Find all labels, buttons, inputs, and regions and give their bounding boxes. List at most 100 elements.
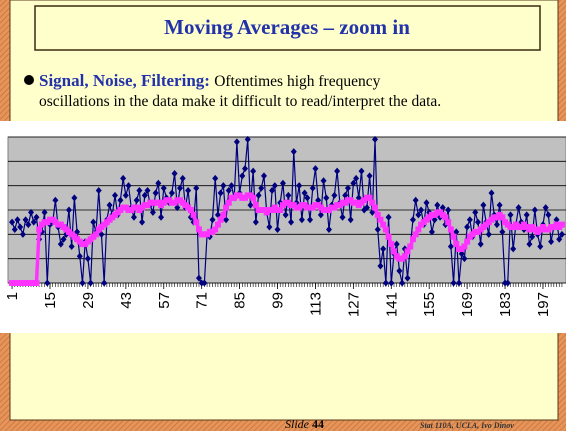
square-marker <box>464 238 471 245</box>
diamond-marker <box>242 165 249 173</box>
diamond-marker <box>428 228 435 236</box>
diamond-marker <box>41 208 48 216</box>
square-marker <box>382 226 389 233</box>
x-tick-label: 155 <box>421 292 438 317</box>
diamond-marker <box>355 194 362 202</box>
diamond-marker <box>122 191 129 199</box>
diamond-marker <box>120 174 127 182</box>
diamond-marker <box>456 279 463 287</box>
bullet-text-line-2: oscillations in the data make it difficu… <box>39 93 441 110</box>
diamond-marker <box>515 204 522 212</box>
diamond-marker <box>369 208 376 216</box>
diamond-marker <box>228 182 235 190</box>
slide-number-line: Slide 44 <box>285 417 324 431</box>
title-box <box>34 5 541 51</box>
x-tick-label: 197 <box>535 292 552 317</box>
diamond-marker <box>412 196 419 204</box>
x-tick-label: 169 <box>459 292 476 317</box>
diamond-marker <box>531 206 538 214</box>
diamond-marker <box>315 196 322 204</box>
diamond-marker <box>217 189 224 197</box>
diamond-marker <box>548 238 555 246</box>
diamond-marker <box>556 235 563 243</box>
diamond-marker <box>320 177 327 185</box>
diamond-marker <box>472 208 479 216</box>
diamond-marker <box>312 165 319 173</box>
diamond-marker <box>458 250 465 258</box>
diamond-marker <box>331 191 338 199</box>
diamond-marker <box>117 196 124 204</box>
diamond-marker <box>179 174 186 182</box>
diamond-marker <box>323 194 330 202</box>
square-marker <box>447 226 454 233</box>
square-marker <box>401 253 408 260</box>
square-marker <box>450 233 457 240</box>
diamond-marker <box>309 184 316 192</box>
diamond-marker <box>353 174 360 182</box>
diamond-marker <box>155 179 162 187</box>
diamond-marker <box>212 174 219 182</box>
diamond-marker <box>98 230 105 238</box>
square-marker <box>190 211 197 218</box>
square-marker <box>252 202 259 209</box>
diamond-marker <box>60 235 67 243</box>
diamond-marker <box>193 184 200 192</box>
square-marker <box>33 280 40 286</box>
diamond-marker <box>84 255 91 263</box>
square-marker <box>193 219 200 226</box>
diamond-marker <box>466 216 473 224</box>
bullet-text: Oftentimes high frequency <box>214 73 380 90</box>
square-marker <box>453 241 460 248</box>
x-tick-label: 99 <box>270 292 287 309</box>
diamond-marker <box>158 213 165 221</box>
square-marker <box>385 233 392 240</box>
square-marker <box>409 236 416 243</box>
diamond-marker <box>28 208 35 216</box>
diamond-marker <box>87 279 94 287</box>
diamond-marker <box>298 216 305 224</box>
diamond-marker <box>271 182 278 190</box>
diamond-marker <box>388 279 395 287</box>
diamond-marker <box>255 191 262 199</box>
diamond-marker <box>11 225 18 233</box>
diamond-marker <box>347 216 354 224</box>
diamond-marker <box>415 211 422 219</box>
square-marker <box>369 199 376 206</box>
diamond-marker <box>171 170 178 177</box>
diamond-marker <box>76 252 83 260</box>
diamond-marker <box>350 179 357 187</box>
square-marker <box>277 207 284 213</box>
diamond-marker <box>33 213 40 221</box>
diamond-marker <box>258 184 265 192</box>
diamond-marker <box>453 228 460 236</box>
diamond-marker <box>233 138 240 146</box>
diamond-marker <box>136 187 143 195</box>
diamond-marker <box>385 213 392 221</box>
diamond-marker <box>366 172 373 180</box>
diamond-marker <box>450 279 457 287</box>
diamond-marker <box>382 279 389 287</box>
diamond-marker <box>334 167 341 175</box>
diamond-marker <box>296 182 303 190</box>
diamond-marker <box>474 218 481 226</box>
diamond-marker <box>439 204 446 212</box>
square-marker <box>374 211 381 218</box>
diamond-marker <box>447 243 454 250</box>
diamond-marker <box>260 172 267 180</box>
square-marker <box>388 241 395 248</box>
diamond-marker <box>52 196 59 204</box>
x-tick-label: 71 <box>194 292 211 309</box>
diamond-marker <box>177 184 184 192</box>
square-marker <box>93 231 100 238</box>
diamond-marker <box>445 206 452 214</box>
diamond-marker <box>480 201 487 209</box>
square-marker <box>442 214 449 221</box>
x-tick-label: 57 <box>156 292 173 309</box>
diamond-marker <box>250 167 257 175</box>
diamond-marker <box>139 218 146 226</box>
diamond-marker <box>152 189 159 197</box>
diamond-marker <box>111 191 118 199</box>
diamond-marker <box>304 194 311 202</box>
square-marker <box>407 243 414 250</box>
x-tick-label: 141 <box>383 292 400 317</box>
